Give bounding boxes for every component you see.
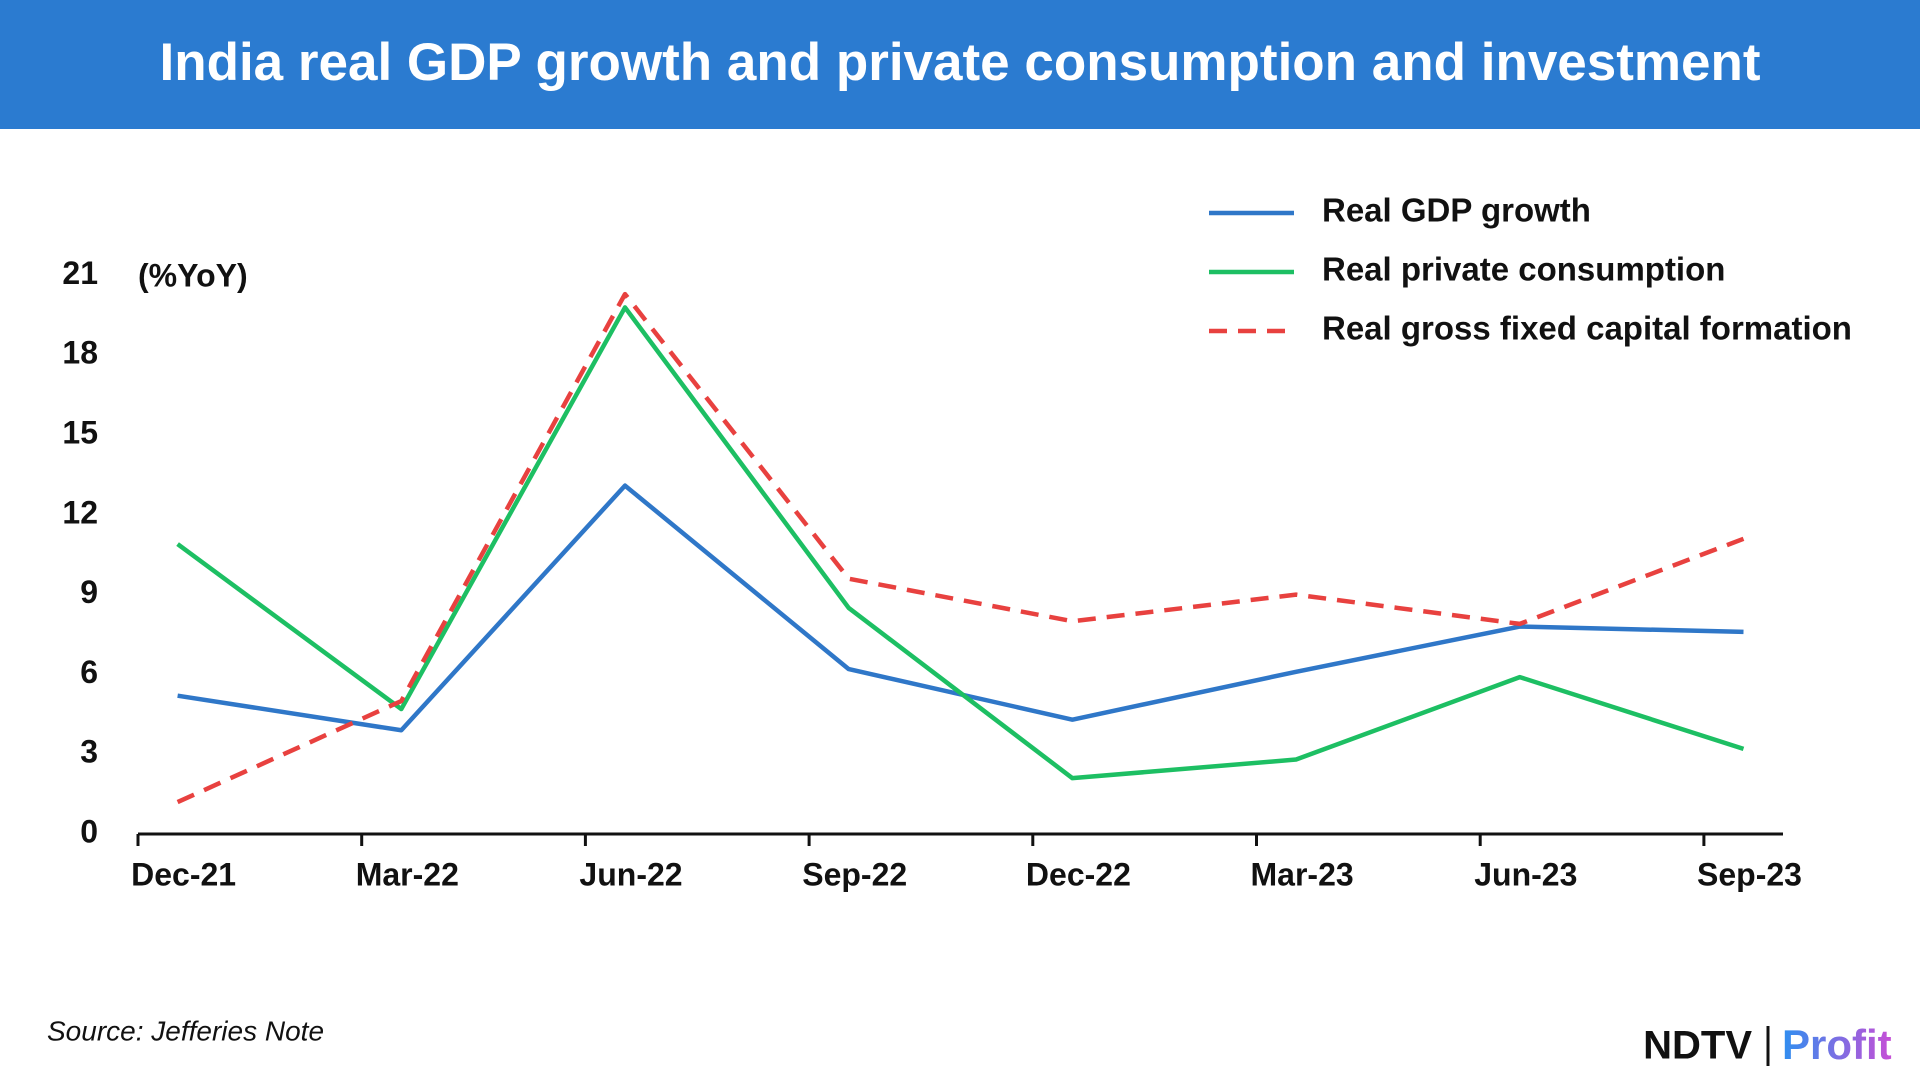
x-tick-label: Mar-23 — [1251, 856, 1354, 892]
chart-title: India real GDP growth and private consum… — [159, 33, 1760, 92]
series-line — [176, 291, 1745, 805]
series-line — [176, 305, 1745, 781]
x-tick-label: Sep-22 — [802, 856, 907, 892]
y-tick-label: 0 — [80, 813, 98, 849]
x-tick-label: Mar-22 — [356, 856, 459, 892]
y-tick-label: 15 — [62, 415, 98, 451]
logo-brand: NDTV — [1643, 1024, 1752, 1068]
y-tick-label: 18 — [62, 335, 98, 371]
y-tick-label: 9 — [80, 574, 98, 610]
x-tick-label: Jun-23 — [1474, 856, 1577, 892]
logo-product: Profit — [1782, 1021, 1892, 1068]
y-tick-label: 12 — [62, 494, 98, 530]
legend-label: Real GDP growth — [1322, 192, 1591, 229]
y-axis-label: (%YoY) — [138, 257, 248, 293]
y-tick-label: 3 — [80, 734, 98, 770]
legend-label: Real private consumption — [1322, 251, 1725, 288]
x-tick-label: Sep-23 — [1697, 856, 1802, 892]
legend-label: Real gross fixed capital formation — [1322, 310, 1852, 347]
y-tick-label: 21 — [62, 255, 98, 291]
x-tick-label: Jun-22 — [579, 856, 682, 892]
source: Source: Jefferies Note — [47, 1015, 324, 1046]
y-tick-label: 6 — [80, 654, 98, 690]
x-tick-label: Dec-22 — [1026, 856, 1131, 892]
x-tick-label: Dec-21 — [131, 856, 236, 892]
title-bar — [0, 0, 1920, 129]
